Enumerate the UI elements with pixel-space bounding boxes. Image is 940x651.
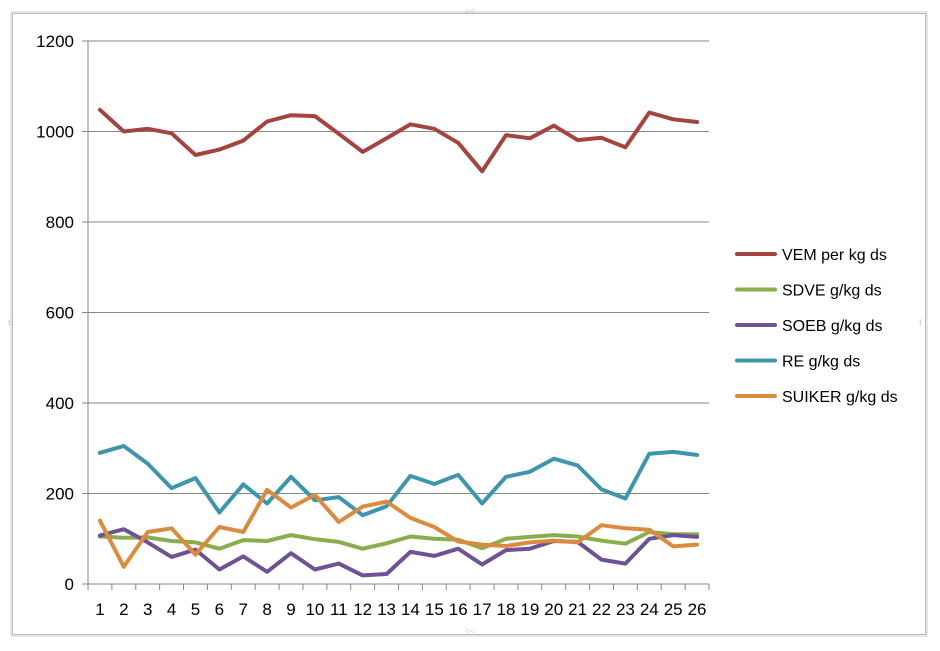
x-tick-label-13: 13 <box>377 600 396 619</box>
resize-handle-left[interactable]: ⁞ <box>8 318 10 327</box>
x-tick-label-8: 8 <box>262 600 271 619</box>
x-tick-label-25: 25 <box>664 600 683 619</box>
x-tick-label-3: 3 <box>143 600 152 619</box>
series-line-sdve-g-kg-ds <box>97 530 700 551</box>
resize-handle-bottom[interactable]: ⁘⁘ <box>464 627 476 636</box>
y-tick-label-0: 0 <box>65 575 74 594</box>
x-tick-label-11: 11 <box>330 600 348 619</box>
x-tick-label-1: 1 <box>95 600 104 619</box>
x-tick-label-20: 20 <box>544 600 563 619</box>
x-tick-label-17: 17 <box>473 600 492 619</box>
series-line-soeb-g-kg-ds <box>97 527 700 578</box>
x-tick-label-16: 16 <box>449 600 468 619</box>
series-line-re-g-kg-ds <box>97 444 700 518</box>
legend-label: SDVE g/kg ds <box>782 283 882 300</box>
x-tick-label-19: 19 <box>520 600 539 619</box>
y-tick-label-600: 600 <box>46 304 74 323</box>
x-tick-label-22: 22 <box>592 600 611 619</box>
x-tick-label-2: 2 <box>119 600 128 619</box>
resize-handle-top[interactable]: ⁘⁘ <box>464 7 476 16</box>
x-tick-label-21: 21 <box>568 600 587 619</box>
x-tick-label-15: 15 <box>425 600 444 619</box>
x-tick-label-4: 4 <box>167 600 176 619</box>
legend-label: SOEB g/kg ds <box>782 318 883 335</box>
legend-label: SUIKER g/kg ds <box>782 389 898 406</box>
series-line-suiker-g-kg-ds <box>97 487 700 569</box>
legend-label: VEM per kg ds <box>782 247 887 264</box>
x-tick-label-7: 7 <box>239 600 248 619</box>
y-tick-label-1200: 1200 <box>36 32 74 51</box>
y-tick-label-800: 800 <box>46 213 74 232</box>
x-tick-label-9: 9 <box>286 600 295 619</box>
x-tick-label-5: 5 <box>191 600 200 619</box>
resize-handle-right[interactable]: ⁞ <box>919 318 921 327</box>
x-tick-label-26: 26 <box>688 600 707 619</box>
y-tick-label-1000: 1000 <box>36 123 74 142</box>
x-tick-label-23: 23 <box>616 600 635 619</box>
x-tick-label-12: 12 <box>353 600 372 619</box>
x-tick-label-18: 18 <box>497 600 516 619</box>
y-tick-label-200: 200 <box>46 485 74 504</box>
series-line-vem-per-kg-ds <box>97 107 700 174</box>
y-tick-label-400: 400 <box>46 394 74 413</box>
x-tick-label-14: 14 <box>401 600 420 619</box>
legend-label: RE g/kg ds <box>782 354 860 371</box>
x-tick-label-10: 10 <box>305 600 324 619</box>
x-tick-label-24: 24 <box>640 600 659 619</box>
x-tick-label-6: 6 <box>215 600 224 619</box>
